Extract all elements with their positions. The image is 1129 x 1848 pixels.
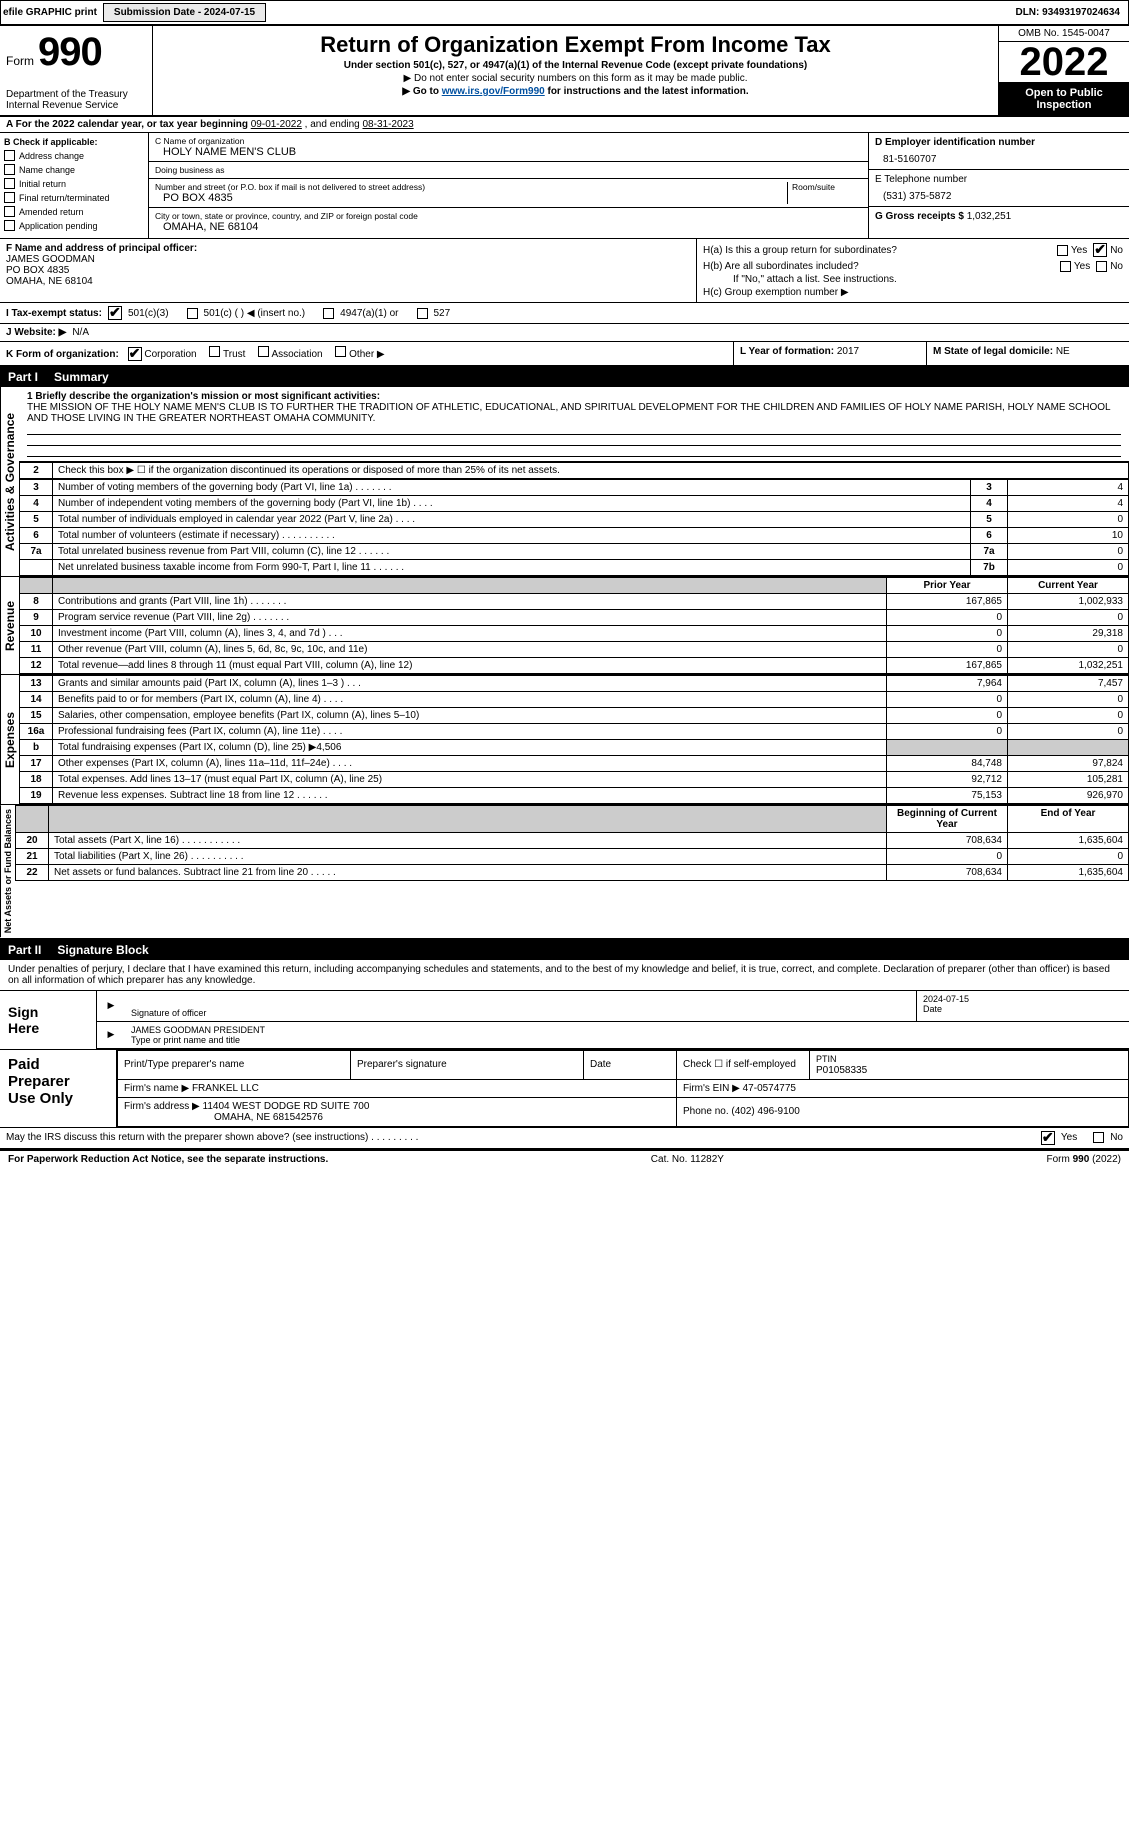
officer-printed-name: JAMES GOODMAN PRESIDENT	[131, 1025, 1123, 1035]
ha-yes[interactable]	[1057, 245, 1068, 256]
ck-app-pending[interactable]	[4, 220, 15, 231]
tax-year-range: A For the 2022 calendar year, or tax yea…	[0, 117, 1129, 133]
paid-preparer-label: PaidPreparerUse Only	[0, 1050, 117, 1127]
firm-ein: 47-0574775	[743, 1083, 796, 1094]
page-footer: For Paperwork Reduction Act Notice, see …	[0, 1150, 1129, 1168]
sign-here-label: SignHere	[0, 991, 97, 1049]
city-state-zip: OMAHA, NE 68104	[155, 221, 862, 233]
ck-address-change[interactable]	[4, 150, 15, 161]
ck-initial-return[interactable]	[4, 178, 15, 189]
org-name: HOLY NAME MEN'S CLUB	[155, 146, 862, 158]
perjury-declaration: Under penalties of perjury, I declare th…	[0, 960, 1129, 990]
firm-addr1: 11404 WEST DODGE RD SUITE 700	[203, 1101, 370, 1112]
entity-block: B Check if applicable: Address change Na…	[0, 133, 1129, 239]
col-c-identity: C Name of organization HOLY NAME MEN'S C…	[149, 133, 869, 238]
officer-addr1: PO BOX 4835	[6, 265, 690, 276]
part1-header: Part I Summary	[0, 367, 1129, 387]
goto-line: ▶ Go to www.irs.gov/Form990 for instruct…	[161, 86, 990, 97]
sidelabel-netassets: Net Assets or Fund Balances	[0, 805, 15, 937]
discuss-row: May the IRS discuss this return with the…	[0, 1128, 1129, 1150]
netassets-section: Net Assets or Fund Balances Beginning of…	[0, 804, 1129, 939]
ck-name-change[interactable]	[4, 164, 15, 175]
discuss-yes[interactable]	[1041, 1131, 1055, 1145]
part2-header: Part II Signature Block	[0, 940, 1129, 960]
officer-group-block: F Name and address of principal officer:…	[0, 239, 1129, 303]
phone: (531) 375-5872	[875, 185, 1123, 202]
discuss-no[interactable]	[1093, 1132, 1104, 1143]
street: PO BOX 4835	[155, 192, 787, 204]
form-header: Form 990 Department of the Treasury Inte…	[0, 26, 1129, 117]
dept-treasury: Department of the Treasury	[6, 89, 146, 100]
irs-label: Internal Revenue Service	[6, 100, 146, 111]
firm-phone: (402) 496-9100	[731, 1106, 799, 1117]
submission-date-box: Submission Date - 2024-07-15	[103, 3, 266, 22]
revenue-table: Prior YearCurrent Year 8Contributions an…	[19, 577, 1129, 674]
irs-link[interactable]: www.irs.gov/Form990	[442, 86, 545, 97]
tax-year: 2022	[999, 42, 1129, 83]
mission-text: THE MISSION OF THE HOLY NAME MEN'S CLUB …	[27, 402, 1121, 424]
ha-no[interactable]	[1093, 243, 1107, 257]
firm-addr2: OMAHA, NE 681542576	[124, 1112, 670, 1123]
revenue-section: Revenue Prior YearCurrent Year 8Contribu…	[0, 576, 1129, 674]
klm-row: K Form of organization: Corporation Trus…	[0, 342, 1129, 367]
sidelabel-revenue: Revenue	[0, 577, 19, 674]
ck-501c[interactable]	[187, 308, 198, 319]
activities-governance-section: Activities & Governance 1 Briefly descri…	[0, 387, 1129, 576]
form-number: Form 990	[6, 30, 146, 75]
expenses-section: Expenses 13Grants and similar amounts pa…	[0, 674, 1129, 804]
sign-here-block: SignHere ▶ Signature of officer 2024-07-…	[0, 990, 1129, 1049]
form-subtitle: Under section 501(c), 527, or 4947(a)(1)…	[161, 60, 990, 71]
netassets-table: Beginning of Current YearEnd of Year 20T…	[15, 805, 1129, 881]
officer-addr2: OMAHA, NE 68104	[6, 276, 690, 287]
gross-receipts: 1,032,251	[967, 211, 1012, 222]
website-row: J Website: ▶ N/A	[0, 324, 1129, 342]
ck-4947[interactable]	[323, 308, 334, 319]
governance-rows: 3Number of voting members of the governi…	[19, 479, 1129, 576]
ck-amended[interactable]	[4, 206, 15, 217]
paid-preparer-block: PaidPreparerUse Only Print/Type preparer…	[0, 1049, 1129, 1128]
officer-name: JAMES GOODMAN	[6, 254, 690, 265]
arrow-icon: ▶	[97, 1022, 125, 1048]
ck-501c3[interactable]	[108, 306, 122, 320]
governance-table: 2Check this box ▶ ☐ if the organization …	[19, 462, 1129, 479]
firm-name: FRANKEL LLC	[192, 1083, 259, 1094]
ck-association[interactable]	[258, 346, 269, 357]
state-domicile: NE	[1056, 346, 1070, 357]
col-d-e-g: D Employer identification number 81-5160…	[869, 133, 1129, 238]
efile-topbar: efile GRAPHIC print Submission Date - 20…	[0, 0, 1129, 26]
sign-date: 2024-07-15	[923, 994, 1123, 1004]
form-title: Return of Organization Exempt From Incom…	[161, 32, 990, 58]
ck-corporation[interactable]	[128, 347, 142, 361]
efile-label: efile GRAPHIC print	[3, 7, 97, 18]
hb-yes[interactable]	[1060, 261, 1071, 272]
tax-exempt-status: I Tax-exempt status: 501(c)(3) 501(c) ( …	[0, 303, 1129, 324]
hb-no[interactable]	[1096, 261, 1107, 272]
ck-trust[interactable]	[209, 346, 220, 357]
sidelabel-expenses: Expenses	[0, 675, 19, 804]
ssn-notice: ▶ Do not enter social security numbers o…	[161, 73, 990, 84]
website-value: N/A	[72, 327, 89, 338]
expenses-table: 13Grants and similar amounts paid (Part …	[19, 675, 1129, 804]
ck-final-return[interactable]	[4, 192, 15, 203]
col-b-checkboxes: B Check if applicable: Address change Na…	[0, 133, 149, 238]
ptin: P01058335	[816, 1065, 867, 1076]
year-formation: 2017	[837, 346, 859, 357]
open-to-public: Open to Public Inspection	[999, 83, 1129, 115]
arrow-icon: ▶	[97, 991, 125, 1021]
dln: DLN: 93493197024634	[1015, 7, 1126, 18]
ck-527[interactable]	[417, 308, 428, 319]
sidelabel-activities: Activities & Governance	[0, 387, 19, 576]
ck-other[interactable]	[335, 346, 346, 357]
ein: 81-5160707	[875, 148, 1123, 165]
